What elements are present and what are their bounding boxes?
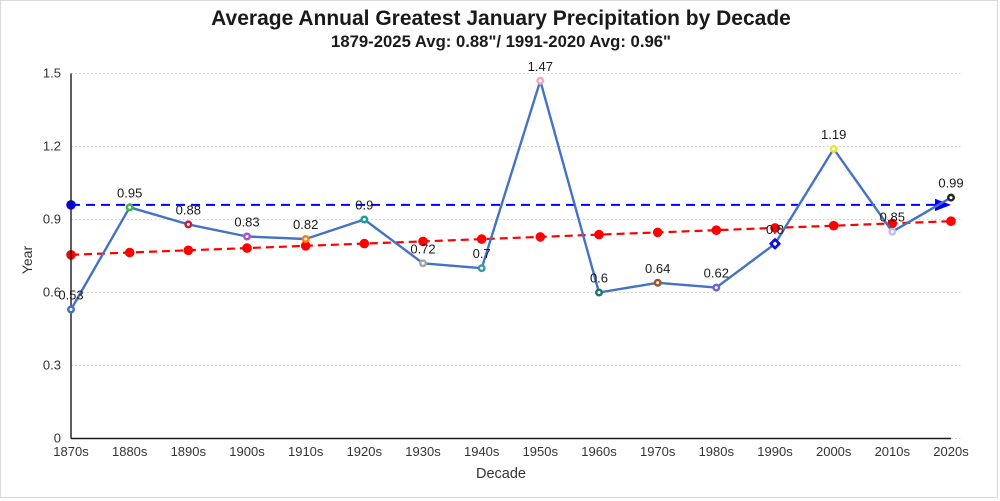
svg-text:0.83: 0.83 — [234, 215, 259, 230]
svg-text:0.3: 0.3 — [43, 358, 61, 373]
svg-text:0.8: 0.8 — [766, 222, 784, 237]
svg-text:0.64: 0.64 — [645, 261, 670, 276]
svg-text:0.88: 0.88 — [176, 202, 201, 217]
svg-text:1970s: 1970s — [640, 444, 676, 459]
svg-text:0.6: 0.6 — [43, 285, 61, 300]
svg-text:1980s: 1980s — [699, 444, 735, 459]
svg-text:1870s: 1870s — [53, 444, 89, 459]
svg-text:1930s: 1930s — [405, 444, 441, 459]
svg-text:1890s: 1890s — [171, 444, 207, 459]
svg-text:1.2: 1.2 — [43, 139, 61, 154]
svg-text:1960s: 1960s — [581, 444, 617, 459]
svg-text:1900s: 1900s — [229, 444, 265, 459]
svg-text:1910s: 1910s — [288, 444, 324, 459]
svg-text:2020s: 2020s — [933, 444, 969, 459]
svg-text:0.62: 0.62 — [704, 266, 729, 281]
svg-text:0.99: 0.99 — [938, 176, 963, 191]
svg-text:0.72: 0.72 — [410, 241, 435, 256]
svg-text:1920s: 1920s — [347, 444, 383, 459]
svg-text:1950s: 1950s — [523, 444, 559, 459]
svg-text:1.5: 1.5 — [43, 66, 61, 81]
svg-text:0.53: 0.53 — [58, 288, 83, 303]
svg-text:1940s: 1940s — [464, 444, 500, 459]
svg-text:0.7: 0.7 — [473, 246, 491, 261]
svg-text:0.82: 0.82 — [293, 217, 318, 232]
svg-text:0.6: 0.6 — [590, 271, 608, 286]
svg-text:2010s: 2010s — [875, 444, 911, 459]
svg-text:1.47: 1.47 — [528, 59, 553, 74]
svg-text:0.9: 0.9 — [355, 198, 373, 213]
svg-text:0.85: 0.85 — [880, 210, 905, 225]
svg-text:2000s: 2000s — [816, 444, 852, 459]
svg-text:1.19: 1.19 — [821, 127, 846, 142]
svg-text:0.95: 0.95 — [117, 185, 142, 200]
svg-text:0.9: 0.9 — [43, 212, 61, 227]
svg-text:1990s: 1990s — [757, 444, 793, 459]
svg-text:1880s: 1880s — [112, 444, 148, 459]
